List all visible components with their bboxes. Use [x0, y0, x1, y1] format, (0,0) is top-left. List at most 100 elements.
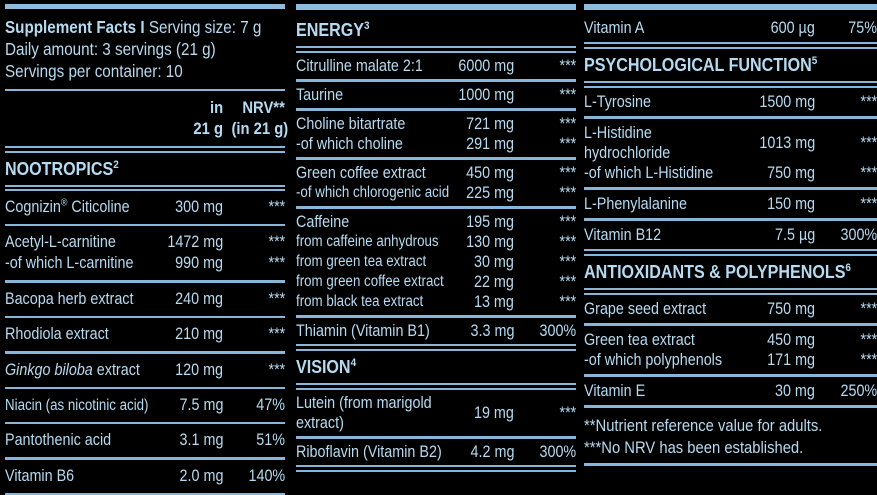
- nutrient-row: Pantothenic acid 3.1 mg 51%: [5, 430, 285, 451]
- nutrient-nrv-text: ***: [559, 253, 576, 271]
- nutrient-block: Green tea extract 450 mg *** -of which poly…: [584, 326, 877, 374]
- nutrient-amount-text: 7.5 µg: [774, 226, 815, 244]
- nutrient-name-text: Niacin (as nicotinic acid): [5, 396, 149, 414]
- nutrient-row: -of which L-carnitine 990 mg ***: [5, 253, 285, 274]
- nutrient-row: -of which chlorogenic acid 225 mg ***: [296, 183, 576, 203]
- nutrient-amount-text: 6000 mg: [458, 57, 514, 75]
- nutrient-block: Grape seed extract 750 mg ***: [584, 295, 877, 323]
- nutrient-row: Citrulline malate 2:1 6000 mg ***: [296, 56, 576, 76]
- nutrient-nrv: ***: [514, 56, 576, 76]
- nutrient-name-text: Caffeine: [296, 213, 350, 231]
- nutrient-block: Lutein (from marigold extract) 19 mg ***: [296, 390, 576, 436]
- nutrient-name-text: Riboflavin (Vitamin B2): [296, 443, 442, 461]
- unit-header-amount-text: 21 g: [193, 119, 223, 139]
- nutrient-row: Green coffee extract 450 mg ***: [296, 163, 576, 183]
- nutrient-name: L-Histidine hydrochloride: [584, 123, 733, 163]
- nutrient-block: Bacopa herb extract 240 mg ***: [5, 283, 285, 316]
- nutrient-amount: 195 mg: [432, 212, 514, 232]
- nutrient-nrv-text: ***: [860, 351, 877, 369]
- nutrient-name-text: L-Phenylalanine: [584, 195, 687, 213]
- serving-info-text: Servings per container: 10: [5, 60, 183, 81]
- nutrient-row: Vitamin B6 2.0 mg 140%: [5, 466, 285, 487]
- nutrient-amount: 600 µg: [733, 18, 815, 38]
- nutrient-name: -of which L-Histidine: [584, 163, 733, 183]
- nutrient-nrv-text: ***: [268, 197, 285, 216]
- nutrient-name-text: L-Tyrosine: [584, 93, 652, 111]
- nutrient-nrv-text: 300%: [840, 226, 877, 244]
- nutrient-name-text: Green tea extract: [584, 331, 695, 349]
- nutrient-nrv-text: ***: [860, 300, 877, 318]
- section-header-nootropics: NOOTROPICS2: [5, 153, 285, 185]
- nutrient-row: Niacin (as nicotinic acid) 7.5 mg 47%: [5, 395, 285, 416]
- nutrient-name: Riboflavin (Vitamin B2): [296, 442, 442, 462]
- nutrient-row: Thiamin (Vitamin B1) 3.3 mg 300%: [296, 321, 576, 341]
- double-divider: [296, 344, 576, 351]
- nutrient-nrv-text: 47%: [256, 395, 285, 414]
- nutrient-row: Riboflavin (Vitamin B2) 4.2 mg 300%: [296, 442, 576, 462]
- section-header-antioxidants-polyphenols: ANTIOXIDANTS & POLYPHENOLS6: [584, 256, 877, 288]
- nutrient-nrv-text: ***: [559, 184, 576, 202]
- nutrient-row: Acetyl-L-carnitine 1472 mg ***: [5, 232, 285, 253]
- nutrient-amount: 300 mg: [141, 197, 223, 218]
- divider: [296, 79, 576, 82]
- nutrient-nrv-text: ***: [559, 86, 576, 104]
- nutrient-amount: 3.3 mg: [432, 321, 514, 341]
- nutrient-amount: 120 mg: [141, 360, 223, 381]
- nutrient-nrv: ***: [223, 289, 285, 310]
- divider: [5, 88, 285, 92]
- nutrient-amount: 240 mg: [141, 289, 223, 310]
- unit-header-nrv: NRV** (in 21 g): [223, 97, 288, 139]
- nutrient-amount: 721 mg: [432, 114, 514, 134]
- nutrient-amount: 6000 mg: [432, 56, 514, 76]
- nutrient-row: Vitamin A 600 µg 75%: [584, 18, 877, 38]
- nutrient-row: from caffeine anhydrous 130 mg ***: [296, 232, 576, 252]
- nutrient-nrv: 300%: [514, 321, 576, 341]
- nutrient-amount-text: 3.3 mg: [470, 322, 514, 340]
- divider: [296, 206, 576, 209]
- nutrient-name: -of which polyphenols: [584, 350, 733, 370]
- nutrient-nrv-text: 250%: [840, 382, 877, 400]
- nutrient-block: Thiamin (Vitamin B1) 3.3 mg 300%: [296, 318, 576, 344]
- nutrient-name: from green tea extract: [296, 252, 432, 272]
- nutrient-name: L-Phenylalanine: [584, 194, 733, 214]
- nutrient-name: Vitamin E: [584, 381, 733, 401]
- nutrient-amount: 4.2 mg: [432, 442, 514, 462]
- divider: [296, 108, 576, 111]
- nutrient-amount: 19 mg: [432, 403, 514, 423]
- section-header-text: ANTIOXIDANTS & POLYPHENOLS6: [584, 261, 851, 282]
- nutrient-nrv: ***: [514, 114, 576, 134]
- nutrient-nrv: ***: [815, 163, 877, 183]
- nutrient-name: Green coffee extract: [296, 163, 432, 183]
- nutrient-amount-text: 13 mg: [474, 293, 514, 311]
- divider: [296, 436, 576, 439]
- column-middle: ENERGY3 Citrulline malate 2:1 6000 mg *** Ta…: [296, 0, 576, 495]
- nutrient-amount: 22 mg: [432, 272, 514, 292]
- divider: [296, 315, 576, 318]
- nutrient-name: Pantothenic acid: [5, 430, 141, 451]
- divider: [5, 421, 285, 425]
- nutrient-nrv-text: ***: [268, 360, 285, 379]
- section-header-energy: ENERGY3: [296, 14, 576, 46]
- nutrient-block: Vitamin E 30 mg 250%: [584, 377, 877, 405]
- nutrient-name-lines: Lutein (from marigold extract): [296, 393, 432, 433]
- section-header-psychological-function: PSYCHOLOGICAL FUNCTION5: [584, 49, 877, 81]
- nutrient-name-text: -of which polyphenols: [584, 351, 723, 369]
- facts-title-block: Supplement Facts I Serving size: 7 g Dail…: [5, 13, 285, 89]
- nutrient-name-text: Bacopa herb extract: [5, 289, 134, 308]
- nutrient-row: from green tea extract 30 mg ***: [296, 252, 576, 272]
- nutrient-name: Vitamin B6: [5, 466, 141, 487]
- nutrient-nrv-text: 300%: [539, 443, 576, 461]
- nutrient-amount: 1500 mg: [733, 92, 815, 112]
- nutrient-name-text: Vitamin A: [584, 19, 645, 37]
- nutrient-row: Green tea extract 450 mg ***: [584, 330, 877, 350]
- nutrient-amount: 450 mg: [432, 163, 514, 183]
- nutrient-amount: 3.1 mg: [141, 430, 223, 451]
- nutrient-nrv: 47%: [223, 395, 285, 416]
- nutrient-name: -of which L-carnitine: [5, 253, 141, 274]
- nutrient-block: Rhodiola extract 210 mg ***: [5, 318, 285, 351]
- nutrient-name-text: Pantothenic acid: [5, 431, 112, 450]
- divider: [5, 280, 285, 283]
- footnote-line: **Nutrient reference value for adults.: [584, 415, 877, 437]
- nutrient-name: Green tea extract: [584, 330, 733, 350]
- nutrient-row: Lutein (from marigold extract) 19 mg ***: [296, 393, 576, 433]
